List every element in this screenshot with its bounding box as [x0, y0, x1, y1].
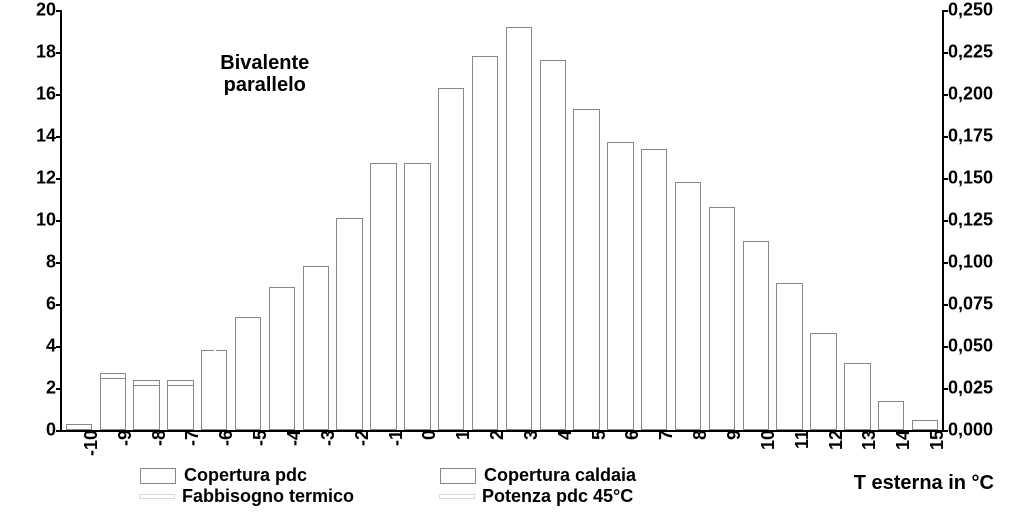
legend-item-caldaia: Copertura caldaia [440, 465, 700, 486]
y-right-tick-label: 0,150 [942, 168, 993, 189]
annotation-arrow-icon: ◄ [180, 105, 198, 126]
y-left-tick-label: 14 [36, 126, 62, 147]
x-tick-label: -3 [316, 430, 339, 446]
x-tick-label: 2 [485, 430, 508, 440]
bar-pdc [472, 56, 498, 430]
y-right-tick-label: 0,100 [942, 252, 993, 273]
y-right-tick-label: 0,175 [942, 126, 993, 147]
x-tick-label: -8 [147, 430, 170, 446]
y-right-tick-label: 0,125 [942, 210, 993, 231]
legend-item-fabbisogno: Fabbisogno termico [140, 486, 400, 507]
bar-pdc [167, 380, 193, 430]
x-tick-label: -10 [79, 430, 102, 456]
bar-pdc [404, 163, 430, 430]
bar-pdc [607, 142, 633, 430]
bar-swatch-icon [140, 468, 176, 484]
x-tick-label: 4 [553, 430, 576, 440]
x-tick-label: 13 [857, 430, 880, 450]
x-tick-label: 9 [722, 430, 745, 440]
x-tick-label: -4 [282, 430, 305, 446]
x-tick-label: 1 [451, 430, 474, 440]
y-right-tick-label: 0,075 [942, 294, 993, 315]
bar-pdc [912, 420, 938, 431]
y-left-tick-label: 18 [36, 42, 62, 63]
y-left-tick-label: 2 [46, 378, 62, 399]
legend-label: Fabbisogno termico [182, 486, 354, 507]
annotation-vline [214, 115, 216, 380]
bar-pdc [133, 380, 159, 430]
bar-pdc [303, 266, 329, 430]
y-right-tick-label: 0,000 [942, 420, 993, 441]
bar-pdc [573, 109, 599, 430]
bar-pdc [709, 207, 735, 430]
legend-label: Potenza pdc 45°C [482, 486, 633, 507]
x-tick-label: 3 [519, 430, 542, 440]
x-tick-label: 11 [790, 430, 813, 449]
x-tick-label: 7 [654, 430, 677, 440]
y-left-tick-label: 0 [46, 420, 62, 441]
bar-pdc [235, 317, 261, 430]
y-right-tick-label: 0,250 [942, 0, 993, 21]
legend-label: Copertura caldaia [484, 465, 636, 486]
y-right-tick-label: 0,050 [942, 336, 993, 357]
x-tick-label: -9 [113, 430, 136, 446]
y-right-tick-label: 0,225 [942, 42, 993, 63]
y-right-tick-label: 0,025 [942, 378, 993, 399]
x-tick-label: 15 [925, 430, 948, 450]
y-left-tick-label: 12 [36, 168, 62, 189]
bar-caldaia-cap [66, 424, 92, 430]
x-tick-label: -2 [350, 430, 373, 446]
bar-pdc [269, 287, 295, 430]
y-left-tick-label: 10 [36, 210, 62, 231]
y-left-tick-label: 4 [46, 336, 62, 357]
legend-item-potenza: Potenza pdc 45°C [440, 486, 700, 507]
x-tick-label: 10 [756, 430, 779, 450]
bar-caldaia-cap [100, 373, 126, 379]
annotation-text: Bivalenteparallelo [220, 52, 309, 96]
bar-pdc [506, 27, 532, 430]
plot-area: 024681012141618200,0000,0250,0500,0750,1… [60, 10, 944, 432]
y-left-tick-label: 8 [46, 252, 62, 273]
x-tick-label: 14 [891, 430, 914, 450]
x-tick-label: -5 [248, 430, 271, 446]
x-tick-label: 5 [587, 430, 610, 440]
x-tick-label: -1 [384, 430, 407, 446]
bar-pdc [370, 163, 396, 430]
x-tick-label: 12 [824, 430, 847, 450]
bar-pdc [675, 182, 701, 430]
bar-caldaia-cap [133, 380, 159, 386]
x-tick-label: 8 [688, 430, 711, 440]
bar-pdc [438, 88, 464, 430]
bar-pdc [878, 401, 904, 430]
bar-pdc [776, 283, 802, 430]
bar-pdc [540, 60, 566, 430]
line-swatch-icon [140, 495, 174, 498]
bar-caldaia-cap [167, 380, 193, 386]
x-tick-label: 0 [417, 430, 440, 440]
legend: Copertura pdc Copertura caldaia Fabbisog… [140, 465, 900, 507]
bar-pdc [810, 333, 836, 430]
y-left-tick-label: 16 [36, 84, 62, 105]
x-axis-label: T esterna in °C [854, 472, 994, 495]
bar-pdc [641, 149, 667, 430]
y-left-tick-label: 6 [46, 294, 62, 315]
line-swatch-icon [440, 495, 474, 498]
bar-pdc [336, 218, 362, 430]
x-tick-label: -7 [180, 430, 203, 446]
bar-pdc [100, 373, 126, 430]
y-right-tick-label: 0,200 [942, 84, 993, 105]
y-left-tick-label: 20 [36, 0, 62, 21]
x-tick-label: 6 [620, 430, 643, 440]
legend-label: Copertura pdc [184, 465, 307, 486]
bivalent-chart: 024681012141618200,0000,0250,0500,0750,1… [0, 0, 1024, 524]
bar-swatch-icon [440, 468, 476, 484]
bar-pdc [844, 363, 870, 430]
x-tick-label: -6 [214, 430, 237, 446]
legend-item-pdc: Copertura pdc [140, 465, 400, 486]
bar-pdc [743, 241, 769, 430]
